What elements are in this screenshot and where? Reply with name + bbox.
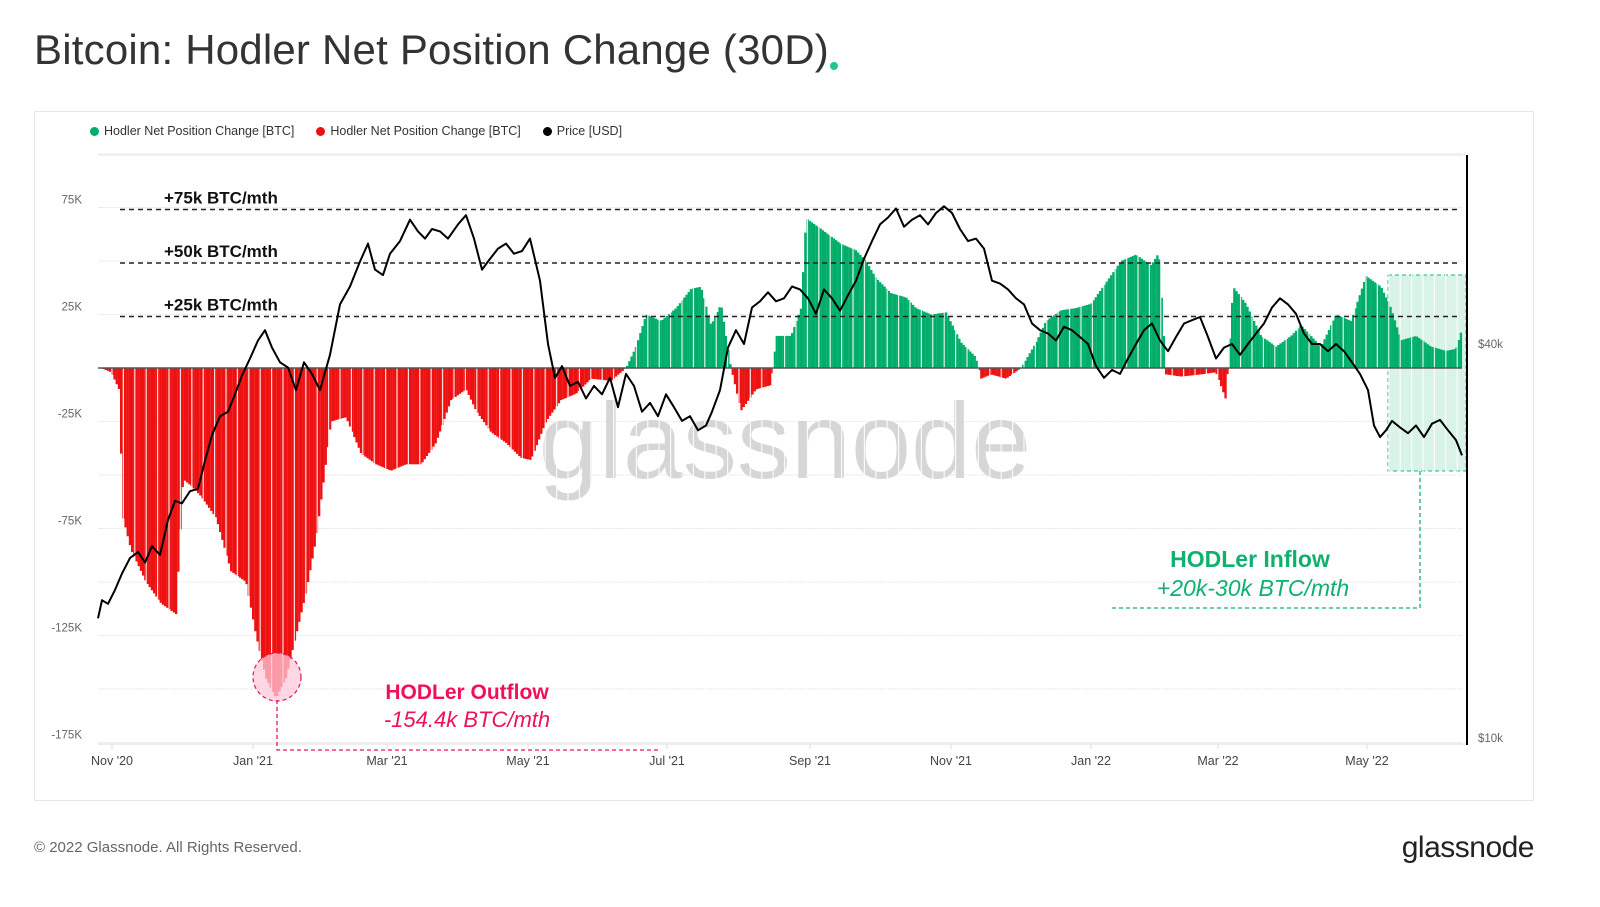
copyright: © 2022 Glassnode. All Rights Reserved. bbox=[34, 839, 302, 856]
legend-label: Hodler Net Position Change [BTC] bbox=[330, 124, 521, 138]
net-position-bars bbox=[100, 196, 1463, 711]
svg-text:+75k BTC/mth: +75k BTC/mth bbox=[164, 189, 278, 208]
svg-text:May '22: May '22 bbox=[1345, 754, 1388, 768]
level-lines: +75k BTC/mth +50k BTC/mth +25k BTC/mth bbox=[120, 189, 1460, 318]
price-line bbox=[97, 205, 1463, 619]
svg-text:-25K: -25K bbox=[58, 409, 83, 421]
svg-text:-75K: -75K bbox=[58, 516, 83, 528]
inflow-connector bbox=[1112, 471, 1421, 609]
glassnode-logo[interactable]: glassnode bbox=[1401, 831, 1535, 864]
outflow-highlight-circle bbox=[252, 652, 302, 702]
outflow-value: -154.4k BTC/mth bbox=[384, 707, 550, 732]
svg-text:May '21: May '21 bbox=[506, 754, 549, 768]
black-dot-icon bbox=[542, 126, 552, 136]
legend-item-positive[interactable]: Hodler Net Position Change [BTC] bbox=[90, 124, 294, 138]
svg-text:Sep '21: Sep '21 bbox=[789, 754, 831, 768]
inflow-title: HODLer Inflow bbox=[1170, 546, 1330, 572]
svg-text:-175K: -175K bbox=[51, 730, 82, 742]
svg-text:25K: 25K bbox=[62, 302, 83, 314]
svg-text:Nov '21: Nov '21 bbox=[930, 754, 972, 768]
outflow-connector bbox=[276, 700, 660, 751]
outflow-title: HODLer Outflow bbox=[385, 681, 549, 704]
svg-text:Mar '22: Mar '22 bbox=[1197, 754, 1238, 768]
inflow-highlight-box bbox=[1387, 274, 1467, 472]
chart-legend: Hodler Net Position Change [BTC] Hodler … bbox=[90, 124, 622, 138]
y-axis-right: $40k $10k bbox=[1478, 339, 1503, 745]
legend-item-price[interactable]: Price [USD] bbox=[542, 124, 623, 138]
inflow-value: +20k-30k BTC/mth bbox=[1157, 575, 1349, 601]
svg-text:Jul '21: Jul '21 bbox=[649, 754, 685, 768]
svg-text:Jan '21: Jan '21 bbox=[233, 754, 273, 768]
y-axis-left: 75K 25K -25K -75K -125K -175K bbox=[51, 195, 82, 742]
svg-text:+50k BTC/mth: +50k BTC/mth bbox=[164, 242, 278, 261]
title-accent-dot bbox=[829, 62, 838, 70]
legend-label: Price [USD] bbox=[556, 124, 623, 138]
svg-text:+25k BTC/mth: +25k BTC/mth bbox=[164, 296, 278, 315]
x-axis: Nov '20 Jan '21 Mar '21 May '21 Jul '21 Sep '… bbox=[91, 744, 1389, 768]
svg-text:75K: 75K bbox=[62, 195, 83, 207]
svg-text:Jan '22: Jan '22 bbox=[1071, 754, 1111, 768]
legend-label: Hodler Net Position Change [BTC] bbox=[104, 124, 295, 138]
svg-text:Mar '21: Mar '21 bbox=[366, 754, 407, 768]
green-dot-icon bbox=[90, 126, 99, 136]
svg-text:$10k: $10k bbox=[1478, 733, 1503, 745]
title-text: Bitcoin: Hodler Net Position Change (30D… bbox=[34, 26, 829, 73]
legend-item-negative[interactable]: Hodler Net Position Change [BTC] bbox=[316, 124, 521, 138]
svg-text:-125K: -125K bbox=[51, 623, 82, 635]
red-dot-icon bbox=[316, 126, 326, 136]
svg-text:Nov '20: Nov '20 bbox=[91, 754, 133, 768]
page-title: Bitcoin: Hodler Net Position Change (30D… bbox=[34, 26, 838, 74]
svg-text:$40k: $40k bbox=[1478, 339, 1503, 351]
